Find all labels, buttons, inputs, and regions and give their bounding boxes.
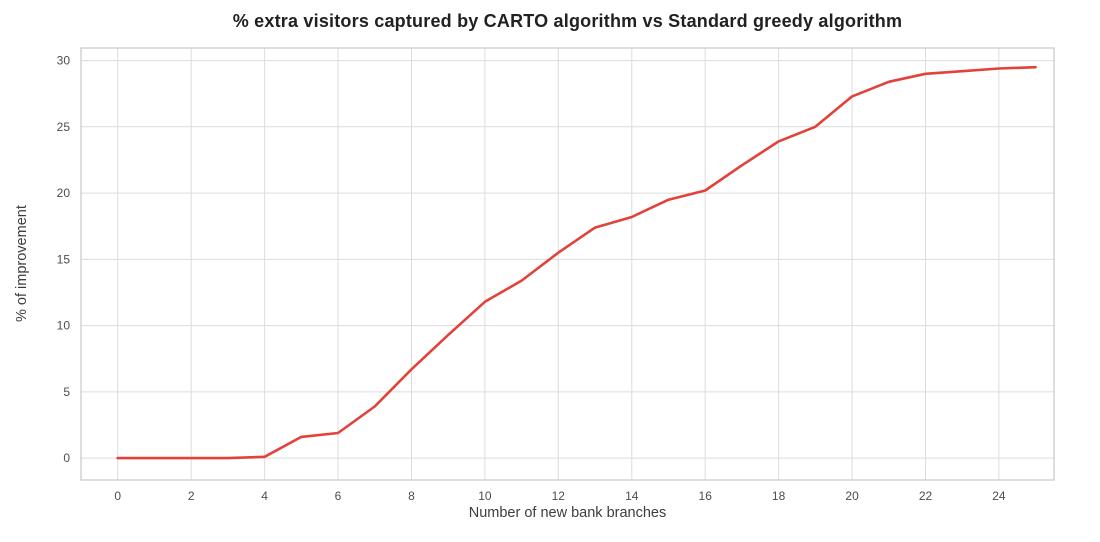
x-tick-label: 24 [992,489,1006,503]
y-tick-label: 30 [57,54,71,68]
x-tick-label: 12 [552,489,566,503]
x-tick-label: 18 [772,489,786,503]
x-tick-label: 4 [261,489,268,503]
x-tick-label: 22 [919,489,933,503]
x-tick-label: 6 [335,489,342,503]
y-tick-label: 5 [63,385,70,399]
y-tick-label: 10 [57,319,71,333]
plot-frame [80,47,1055,481]
x-tick-label: 20 [845,489,859,503]
x-tick-label: 14 [625,489,639,503]
y-axis-label: % of improvement [14,205,30,323]
x-axis-label: Number of new bank branches [468,505,667,521]
y-tick-label: 20 [57,186,71,200]
x-tick-label: 2 [188,489,195,503]
x-tick-label: 10 [478,489,492,503]
y-tick-label: 25 [57,120,71,134]
y-tick-label: 15 [57,252,71,266]
x-tick-label: 16 [699,489,713,503]
x-tick-label: 0 [114,489,121,503]
chart-title: % extra visitors captured by CARTO algor… [232,11,903,31]
y-tick-label: 0 [63,451,70,465]
series-line [116,65,1037,460]
x-tick-label: 8 [408,489,415,503]
